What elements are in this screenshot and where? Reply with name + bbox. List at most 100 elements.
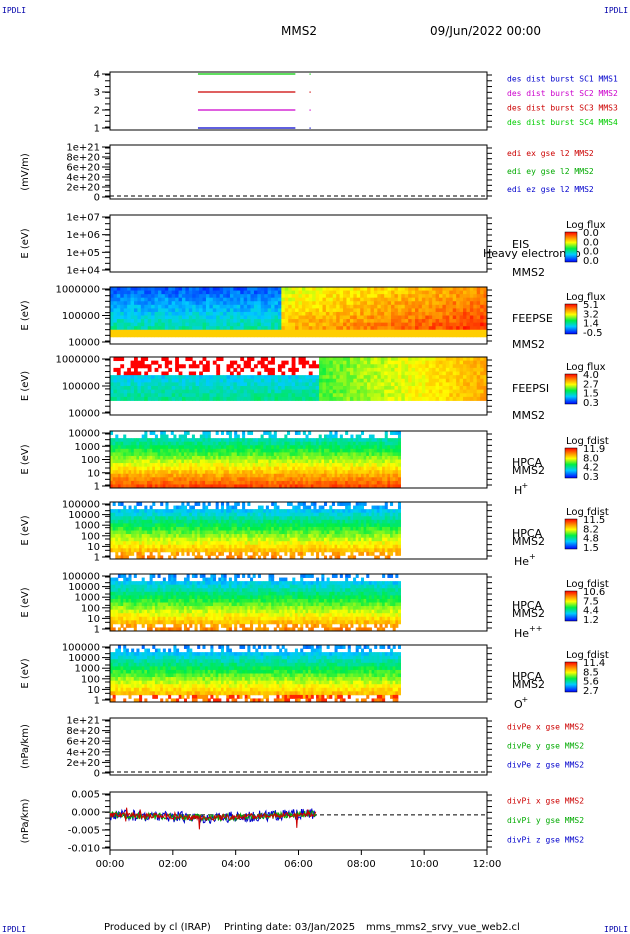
spectrogram-cell bbox=[346, 311, 351, 316]
spectrogram-cell bbox=[110, 333, 114, 338]
spectrogram-cell bbox=[442, 301, 447, 306]
spectrogram-cell bbox=[394, 375, 399, 380]
spectrogram-cell bbox=[240, 287, 245, 291]
spectrogram-cell bbox=[425, 333, 430, 338]
spectrogram-cell bbox=[165, 505, 169, 510]
spectrogram-cell bbox=[165, 438, 169, 443]
spectrogram-cell bbox=[133, 294, 138, 299]
spectrogram-cell bbox=[168, 389, 173, 394]
spectrogram-cell bbox=[183, 480, 188, 485]
spectrogram-cell bbox=[236, 287, 241, 291]
spectrogram-cell bbox=[205, 322, 210, 327]
spectrogram-cell bbox=[404, 367, 409, 372]
spectrogram-cell bbox=[120, 386, 125, 391]
spectrogram-cell bbox=[300, 480, 304, 485]
spectrogram-cell bbox=[178, 308, 183, 313]
spectrogram-cell bbox=[116, 378, 121, 383]
spectrogram-cell bbox=[274, 382, 279, 387]
spectrogram-cell bbox=[128, 473, 132, 478]
spectrogram-cell bbox=[421, 364, 426, 369]
spectrogram-cell bbox=[281, 315, 286, 320]
spectrogram-cell bbox=[133, 357, 138, 362]
spectrogram-cell bbox=[463, 393, 467, 398]
spectrogram-cell bbox=[162, 516, 166, 521]
spectrogram-cell bbox=[315, 290, 320, 295]
spectrogram-cell bbox=[480, 326, 484, 331]
spectrogram-cell bbox=[137, 287, 142, 291]
spectrogram-cell bbox=[343, 322, 347, 327]
spectrogram-cell bbox=[350, 473, 354, 478]
spectrogram-cell bbox=[353, 375, 358, 380]
spectrogram-cell bbox=[442, 315, 447, 320]
spectrogram-cell bbox=[160, 526, 164, 531]
spectrogram-cell bbox=[141, 534, 145, 539]
spectrogram-cell bbox=[116, 326, 121, 331]
spectrogram-cell bbox=[234, 431, 238, 435]
spectrogram-cell bbox=[312, 326, 317, 331]
spectrogram-cell bbox=[373, 304, 378, 309]
spectrogram-cell bbox=[322, 357, 327, 362]
spectrogram-cell bbox=[243, 386, 248, 391]
spectrogram-cell bbox=[394, 290, 399, 295]
spectrogram-cell bbox=[191, 551, 195, 556]
spectrogram-cell bbox=[176, 473, 180, 478]
spectrogram-cell bbox=[271, 382, 275, 387]
spectrogram-cell bbox=[360, 455, 365, 460]
spectrogram-cell bbox=[332, 311, 337, 316]
spectrogram-cell bbox=[228, 438, 232, 443]
spectrogram-cell bbox=[146, 530, 151, 535]
spectrogram-cell bbox=[120, 393, 125, 398]
spectrogram-cell bbox=[123, 386, 128, 391]
spectrogram-cell bbox=[234, 441, 238, 446]
spectrogram-cell bbox=[242, 445, 246, 450]
spectrogram-cell bbox=[120, 526, 124, 531]
spectrogram-cell bbox=[175, 322, 179, 327]
spectrogram-cell bbox=[332, 371, 337, 376]
spectrogram-cell bbox=[123, 519, 127, 524]
spectrogram-cell bbox=[176, 448, 180, 453]
spectrogram-cell bbox=[384, 466, 388, 471]
spectrogram-cell bbox=[271, 378, 275, 383]
spectrogram-cell bbox=[329, 294, 334, 299]
spectrogram-cell bbox=[157, 551, 161, 556]
spectrogram-cell bbox=[136, 470, 140, 475]
spectrogram-cell bbox=[154, 526, 158, 531]
spectrogram-cell bbox=[463, 315, 467, 320]
spectrogram-cell bbox=[277, 304, 282, 309]
spectrogram-cell bbox=[127, 308, 131, 313]
spectrogram-cell bbox=[127, 378, 131, 383]
spectrogram-cell bbox=[483, 297, 488, 302]
spectrogram-cell bbox=[164, 315, 169, 320]
spectrogram-cell bbox=[391, 375, 395, 380]
spectrogram-cell bbox=[345, 480, 349, 485]
spectrogram-cell bbox=[173, 555, 177, 560]
spectrogram-cell bbox=[268, 445, 272, 450]
spectrogram-cell bbox=[298, 386, 303, 391]
spectrogram-cell bbox=[133, 452, 137, 457]
spectrogram-cell bbox=[466, 329, 471, 334]
spectrogram-cell bbox=[176, 452, 180, 457]
spectrogram-cell bbox=[171, 333, 176, 338]
spectrogram-cell bbox=[370, 294, 375, 299]
spectrogram-cell bbox=[445, 326, 450, 331]
spectrogram-cell bbox=[127, 371, 131, 376]
spectrogram-cell bbox=[185, 389, 190, 394]
spectrogram-cell bbox=[425, 329, 430, 334]
spectrogram-cell bbox=[257, 463, 261, 468]
spectrogram-cell bbox=[435, 357, 440, 362]
spectrogram-cell bbox=[298, 311, 303, 316]
spectrogram-cell bbox=[319, 360, 323, 365]
spectrogram-cell bbox=[253, 364, 258, 369]
spectrogram-cell bbox=[298, 329, 303, 334]
spectrogram-cell bbox=[418, 375, 423, 380]
spectrogram-cell bbox=[149, 523, 153, 528]
spectrogram-cell bbox=[326, 470, 330, 475]
spectrogram-cell bbox=[234, 470, 238, 475]
spectrogram-cell bbox=[363, 297, 368, 302]
spectrogram-cell bbox=[312, 294, 317, 299]
spectrogram-cell bbox=[171, 287, 176, 291]
spectrogram-cell bbox=[250, 290, 255, 295]
spectrogram-cell bbox=[315, 389, 320, 394]
spectrogram-cell bbox=[219, 357, 224, 362]
spectrogram-cell bbox=[144, 326, 149, 331]
